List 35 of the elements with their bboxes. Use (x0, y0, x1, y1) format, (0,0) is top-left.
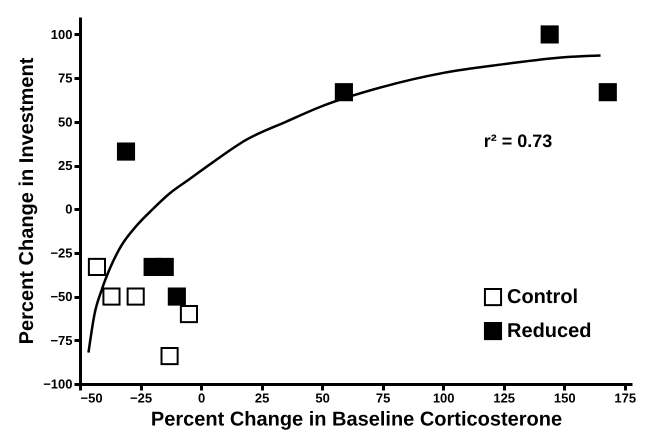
annotation: r² = 0.73 (484, 131, 552, 151)
y-tick-label: 100 (50, 26, 72, 42)
x-tick-label: 175 (614, 390, 636, 406)
point (126, 288, 145, 306)
y-tick-label: 50 (58, 114, 72, 130)
point (540, 25, 559, 44)
point (116, 142, 136, 161)
y-tick-label: −100 (43, 376, 72, 392)
x-tick-label: 25 (254, 390, 270, 406)
x-tick-label: 75 (376, 390, 390, 406)
point (102, 288, 121, 306)
x-tick-label: −50 (80, 390, 103, 406)
point (598, 83, 617, 102)
point (160, 346, 179, 366)
x-tick-label: 50 (315, 390, 330, 406)
x-tick-label: −25 (130, 390, 152, 406)
legend-label: Reduced (507, 320, 592, 342)
line-series (87, 54, 602, 354)
x-tick-label: 100 (432, 390, 455, 406)
point (168, 288, 186, 306)
legend-label: Control (507, 286, 578, 308)
point (88, 258, 106, 276)
x-tick-label: 125 (493, 390, 516, 406)
y-tick-label: −50 (50, 289, 72, 304)
x-axis-title: Percent Change in Baseline Corticosterone (150, 408, 562, 430)
y-tick-label: −25 (50, 245, 72, 260)
y-tick-label: 0 (65, 202, 72, 217)
y-axis-title: Percent Change in Investment (16, 57, 38, 344)
y-tick-label: 25 (58, 158, 72, 174)
point (156, 258, 174, 276)
x-tick-label: 0 (198, 390, 206, 406)
point (180, 305, 198, 324)
x-tick-label: 150 (554, 390, 576, 406)
y-tick-label: −75 (50, 332, 72, 348)
y-tick-label: 75 (58, 70, 72, 86)
